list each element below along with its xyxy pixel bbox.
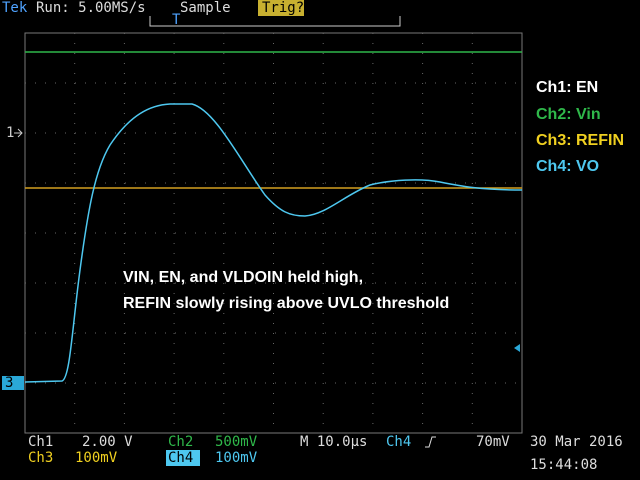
- status-label: Ch1: [28, 434, 53, 450]
- ch3-marker: 3: [5, 375, 13, 391]
- trigger-status: Trig?: [262, 0, 304, 16]
- brand: Tek: [2, 0, 28, 16]
- status-value: 100mV: [215, 450, 258, 466]
- ch3-marker-box: [2, 376, 24, 390]
- annotation: REFIN slowly rising above UVLO threshold: [123, 295, 449, 312]
- time: 15:44:08: [530, 457, 597, 473]
- legend-entry: Ch2: Vin: [536, 106, 601, 123]
- status-label: Ch3: [28, 450, 53, 466]
- trigger-level: [514, 344, 520, 352]
- status-label: Ch4: [168, 450, 193, 466]
- status-value: 70mV: [476, 434, 510, 450]
- timebase: M 10.0µs: [300, 434, 367, 450]
- status-value: 100mV: [75, 450, 118, 466]
- trigger-box: [258, 0, 304, 16]
- legend-entry: Ch3: REFIN: [536, 132, 624, 149]
- annotation: VIN, EN, and VLDOIN held high,: [123, 269, 363, 286]
- status-label: Ch2: [168, 434, 193, 450]
- status-label: Ch4: [386, 434, 411, 450]
- status-value: 2.00 V: [82, 434, 133, 450]
- status-value: 500mV: [215, 434, 258, 450]
- legend-entry: Ch4: VO: [536, 158, 599, 175]
- ch4-label-box: [166, 450, 200, 466]
- run-status: Run: 5.00MS/s: [36, 0, 146, 16]
- trigger-slope: [425, 436, 436, 448]
- ch4-trace: [24, 103, 523, 383]
- graticule: [24, 32, 523, 434]
- record-bracket: [149, 16, 401, 27]
- ch1-arrow: [14, 128, 23, 138]
- legend-entry: Ch1: EN: [536, 79, 598, 96]
- acq-mode: Sample: [180, 0, 231, 16]
- trigger-pos: T: [172, 12, 181, 28]
- ch1-marker: 1: [6, 125, 14, 141]
- date: 30 Mar 2016: [530, 434, 623, 450]
